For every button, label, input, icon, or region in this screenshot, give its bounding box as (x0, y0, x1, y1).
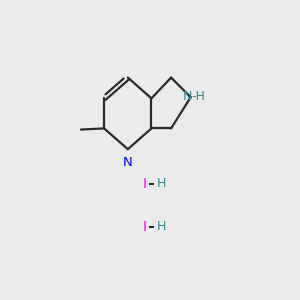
Text: H: H (157, 220, 166, 233)
Text: I: I (142, 177, 146, 191)
Text: N: N (123, 156, 133, 169)
Text: N: N (182, 90, 192, 103)
Text: I: I (142, 220, 146, 234)
Text: -H: -H (192, 90, 206, 103)
Text: methyl: methyl (0, 299, 1, 300)
Text: H: H (157, 177, 166, 190)
